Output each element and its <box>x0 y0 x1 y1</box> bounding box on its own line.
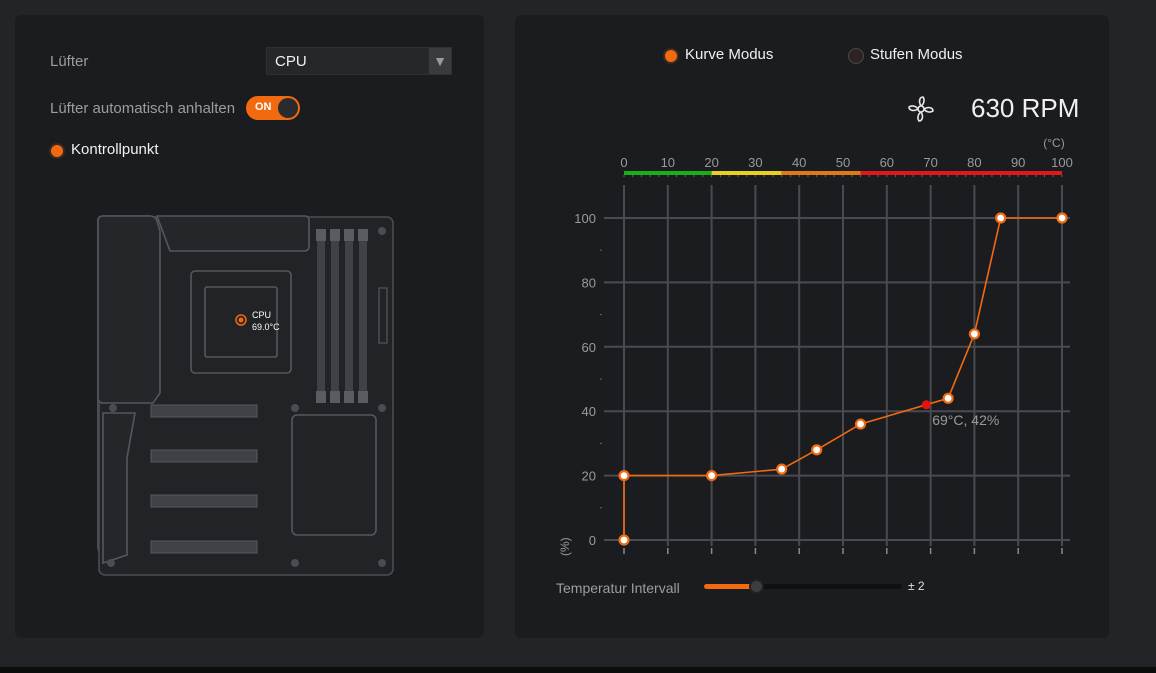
curve-point[interactable] <box>942 392 954 404</box>
vrm-heatsink <box>155 215 310 252</box>
step-mode-label: Stufen Modus <box>870 46 963 63</box>
x-tick-label: 70 <box>923 155 937 170</box>
atx-connector <box>378 287 388 344</box>
curve-point[interactable] <box>811 444 823 456</box>
auto-stop-label: Lüfter automatisch anhalten <box>50 100 236 117</box>
y-axis-unit: (%) <box>558 537 572 556</box>
fan-curve-panel <box>515 15 1109 638</box>
curve-point[interactable] <box>706 470 718 482</box>
temperature-color-bar <box>624 171 1062 175</box>
chart-grid <box>604 185 1070 546</box>
cpu-sensor-temp: 69.0°C <box>252 322 280 332</box>
interval-value: ± 2 <box>908 579 925 593</box>
x-tick-label: 10 <box>661 155 675 170</box>
curve-mode-radio[interactable] <box>663 48 679 64</box>
fan-curve <box>623 217 1062 540</box>
temperature-interval-label: Temperatur Intervall <box>556 580 680 596</box>
cpu-sensor-marker[interactable] <box>235 314 247 326</box>
fan-select[interactable]: CPU ▼ <box>266 47 452 75</box>
temp-band <box>860 171 1062 175</box>
curve-point[interactable] <box>1056 212 1068 224</box>
interval-slider-handle[interactable] <box>749 579 764 594</box>
ram-slots <box>317 231 367 401</box>
temp-band <box>781 171 861 175</box>
toggle-state-text: ON <box>255 101 272 113</box>
bottom-bar <box>0 667 1156 673</box>
fan-speed-readout: 630 RPM <box>971 93 1080 123</box>
mounting-holes <box>107 227 386 567</box>
x-tick-label: 60 <box>880 155 894 170</box>
curve-point[interactable] <box>618 470 630 482</box>
x-tick-label: 50 <box>836 155 850 170</box>
x-tick-label: 90 <box>1011 155 1025 170</box>
curve-mode-label: Kurve Modus <box>685 46 774 63</box>
y-tick-label: 80 <box>582 275 596 290</box>
cpu-sensor-dot <box>238 317 244 323</box>
x-axis-unit: (°C) <box>1043 136 1064 150</box>
cpu-sensor-name: CPU <box>252 310 271 320</box>
io-shroud <box>97 215 161 404</box>
x-tick-label: 0 <box>620 155 627 170</box>
cpu-socket-inner <box>204 286 278 358</box>
cpu-socket-outer <box>190 270 292 374</box>
interval-slider-track[interactable] <box>704 584 902 589</box>
y-tick-label: 60 <box>582 340 596 355</box>
motherboard-diagram: CPU 69.0°C <box>97 215 394 576</box>
y-tick-label: 20 <box>582 469 596 484</box>
interval-slider-fill <box>704 584 757 589</box>
chart-ticks: 0 10 20 30 40 50 60 70 80 90 100 0 20 40 60 80 100 <box>574 155 1073 554</box>
toggle-knob <box>278 98 298 118</box>
y-tick-label: 100 <box>574 211 596 226</box>
curve-line <box>623 217 1062 540</box>
x-tick-label: 30 <box>748 155 762 170</box>
chipset-shroud <box>102 412 136 565</box>
fan-icon <box>908 96 934 122</box>
curve-point[interactable] <box>776 463 788 475</box>
chipset-area <box>291 414 377 536</box>
y-tick-label: 40 <box>582 404 596 419</box>
control-point-radio[interactable] <box>49 143 65 159</box>
fan-label: Lüfter <box>50 53 89 70</box>
x-tick-label: 80 <box>967 155 981 170</box>
control-point-label: Kontrollpunkt <box>71 141 159 158</box>
fan-select-value: CPU <box>275 53 307 70</box>
curve-points[interactable] <box>618 212 1068 546</box>
curve-point[interactable] <box>854 418 867 430</box>
temp-band <box>711 171 782 175</box>
current-point-marker <box>921 400 931 410</box>
curve-point[interactable] <box>618 534 630 546</box>
x-tick-label: 20 <box>704 155 718 170</box>
curve-point[interactable] <box>968 328 980 340</box>
dropdown-arrow-icon[interactable]: ▼ <box>429 48 451 74</box>
temp-band <box>624 171 712 175</box>
auto-stop-toggle[interactable]: ON <box>246 96 300 120</box>
ram-slot-latches <box>316 229 368 403</box>
x-tick-label: 40 <box>792 155 806 170</box>
pcie-slots <box>150 404 258 554</box>
current-point-label: 69°C, 42% <box>932 412 999 428</box>
curve-point[interactable] <box>995 212 1007 224</box>
y-tick-label: 0 <box>589 533 596 548</box>
step-mode-radio[interactable] <box>848 48 864 64</box>
x-tick-label: 100 <box>1051 155 1073 170</box>
